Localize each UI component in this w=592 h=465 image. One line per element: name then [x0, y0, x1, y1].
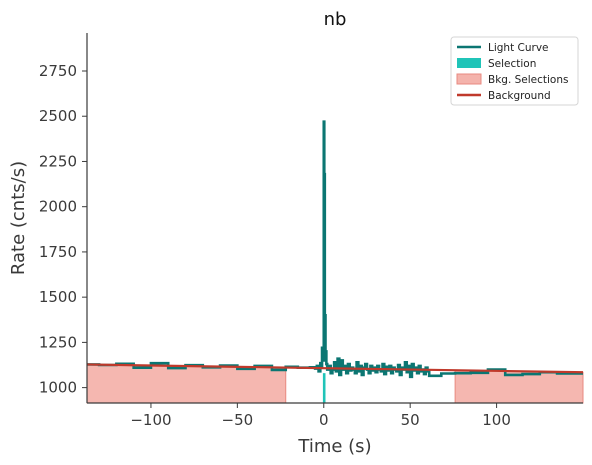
y-tick-label: 1250 — [39, 333, 77, 351]
x-tick-label: 0 — [319, 411, 329, 429]
light-curve-layer — [87, 120, 583, 379]
chart-title: nb — [324, 9, 347, 30]
x-axis-label: Time (s) — [297, 436, 371, 457]
y-axis-label: Rate (cnts/s) — [8, 161, 29, 275]
tick-labels: −100 −50 0 50 100 1000 1250 1500 1750 2000 2250 250… — [39, 62, 511, 429]
selection-region — [322, 373, 326, 403]
legend-swatch-patch — [457, 58, 481, 68]
x-tick-label: −100 — [130, 411, 171, 429]
y-tick-label: 2250 — [39, 152, 77, 170]
background-fit-line — [86, 363, 584, 374]
legend-label: Background — [488, 90, 551, 102]
selection-layer — [322, 373, 326, 403]
legend-label: Selection — [488, 58, 536, 70]
x-tick-label: 50 — [401, 411, 420, 429]
y-tick-label: 1000 — [39, 379, 77, 397]
x-tick-label: −50 — [222, 411, 254, 429]
axes — [82, 33, 583, 408]
legend-label: Light Curve — [488, 42, 549, 54]
light-curve-series — [87, 120, 583, 379]
y-tick-label: 1750 — [39, 243, 77, 261]
background-fit-layer — [86, 363, 584, 374]
y-tick-label: 2500 — [39, 107, 77, 125]
y-tick-label: 2750 — [39, 62, 77, 80]
bkg-selection-region-1 — [86, 363, 287, 404]
y-tick-label: 2000 — [39, 198, 77, 216]
legend-swatch-patch — [456, 73, 482, 85]
y-tick-label: 1500 — [39, 288, 77, 306]
legend-frame — [450, 36, 579, 106]
legend-label: Bkg. Selections — [488, 74, 568, 86]
x-tick-label: 100 — [482, 411, 511, 429]
legend: Light Curve Selection Bkg. Selections Backg… — [450, 36, 579, 106]
